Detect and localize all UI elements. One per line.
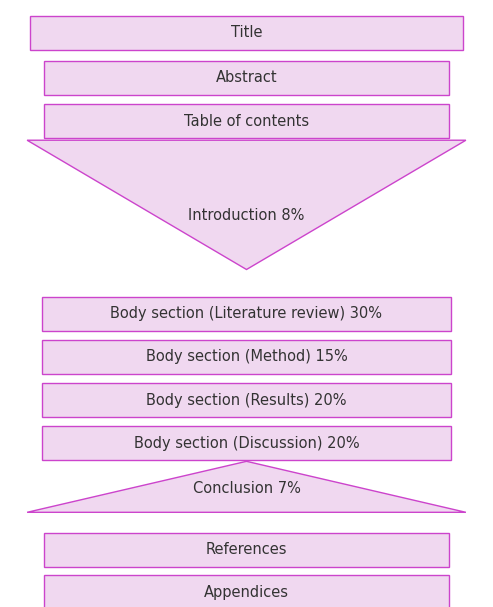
FancyBboxPatch shape (44, 533, 449, 567)
FancyBboxPatch shape (42, 426, 451, 460)
Text: Conclusion 7%: Conclusion 7% (193, 481, 300, 495)
Text: Title: Title (231, 25, 262, 40)
FancyBboxPatch shape (44, 104, 449, 138)
Text: Abstract: Abstract (216, 70, 277, 85)
Text: Body section (Method) 15%: Body section (Method) 15% (145, 350, 348, 364)
FancyBboxPatch shape (30, 16, 463, 50)
Text: Body section (Discussion) 20%: Body section (Discussion) 20% (134, 436, 359, 450)
Text: Body section (Literature review) 30%: Body section (Literature review) 30% (110, 307, 383, 321)
Text: Table of contents: Table of contents (184, 114, 309, 129)
FancyBboxPatch shape (44, 575, 449, 607)
FancyBboxPatch shape (42, 297, 451, 331)
FancyBboxPatch shape (44, 61, 449, 95)
Polygon shape (27, 140, 466, 270)
Text: Body section (Results) 20%: Body section (Results) 20% (146, 393, 347, 407)
Text: Introduction 8%: Introduction 8% (188, 208, 305, 223)
Text: References: References (206, 543, 287, 557)
Text: Appendices: Appendices (204, 585, 289, 600)
FancyBboxPatch shape (42, 340, 451, 374)
Polygon shape (27, 461, 466, 512)
FancyBboxPatch shape (42, 383, 451, 417)
